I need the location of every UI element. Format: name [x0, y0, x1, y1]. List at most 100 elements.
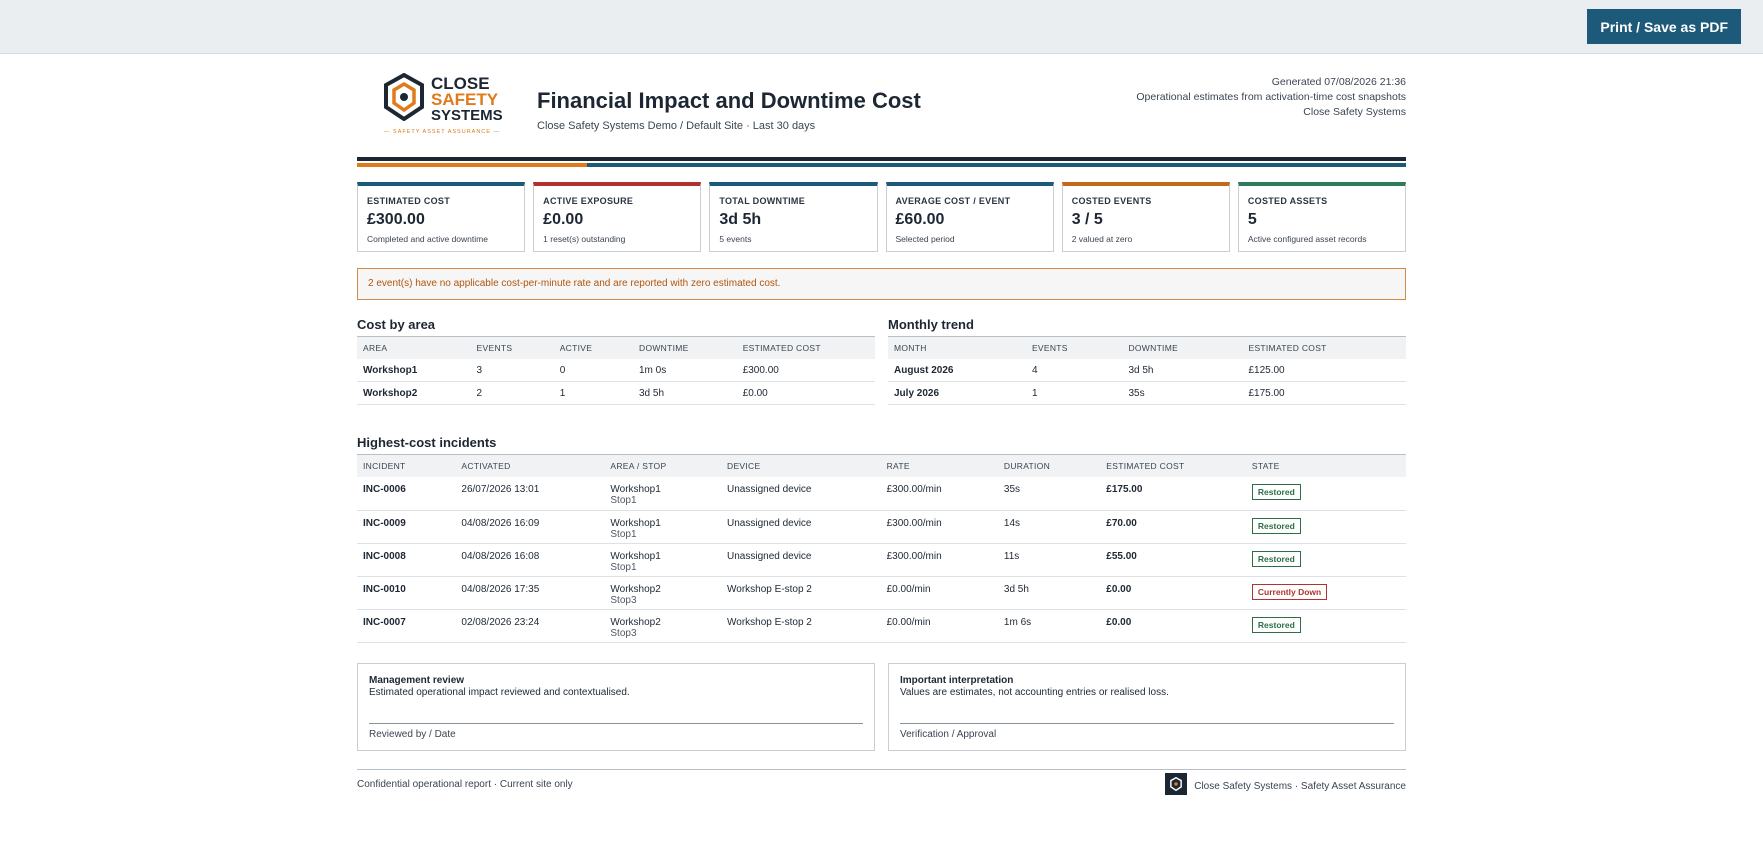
- report-meta: Generated 07/08/2026 21:36 Operational e…: [1136, 75, 1406, 120]
- table-cell: £0.00: [736, 381, 875, 405]
- incident-row: INC-0006 26/07/2026 13:01 Workshop1 Stop1 Un…: [357, 477, 1406, 511]
- page-title: Financial Impact and Downtime Cost: [537, 88, 921, 113]
- incident-duration: 1m 6s: [997, 609, 1101, 643]
- monthly-trend-section: Monthly trend MONTH EVENTS DOWNTIME ESTIMAT…: [888, 317, 1406, 405]
- incident-state: Currently Down: [1245, 576, 1406, 610]
- kpi-card: ESTIMATED COST £300.00 Completed and activ…: [357, 182, 526, 252]
- kpi-card: TOTAL DOWNTIME 3d 5h 5 events: [709, 182, 878, 252]
- incident-state: Restored: [1245, 510, 1406, 544]
- incident-stop: Stop1: [610, 561, 637, 573]
- incident-device: Unassigned device: [721, 477, 881, 511]
- title-block: Financial Impact and Downtime Cost Close…: [537, 88, 921, 132]
- table-cell: 1m 0s: [633, 359, 737, 382]
- column-header: DEVICE: [721, 455, 881, 477]
- column-header: DOWNTIME: [1122, 337, 1243, 359]
- incident-device: Workshop E-stop 2: [721, 576, 881, 610]
- page-subtitle: Close Safety Systems Demo / Default Site…: [537, 120, 816, 132]
- column-header: ACTIVE: [553, 337, 633, 359]
- signoff-boxes: Management review Estimated operational …: [357, 662, 1406, 751]
- kpi-note: Completed and active downtime: [367, 234, 488, 244]
- kpi-note: 5 events: [719, 234, 752, 244]
- column-header: DOWNTIME: [633, 337, 737, 359]
- kpi-card: COSTED ASSETS 5 Active configured asset re…: [1237, 182, 1407, 252]
- incident-row: INC-0007 02/08/2026 23:24 Workshop2 Stop3 Wo…: [357, 609, 1406, 643]
- signature-line: [369, 722, 863, 724]
- column-header: EVENTS: [470, 337, 554, 359]
- print-save-pdf-button[interactable]: Print / Save as PDF: [1587, 9, 1741, 44]
- kpi-value: 5: [1247, 211, 1257, 228]
- kpi-label: TOTAL DOWNTIME: [719, 196, 806, 206]
- review-signature-label: Reviewed by / Date: [369, 728, 456, 740]
- column-header: AREA / STOP: [604, 455, 721, 477]
- kpi-note: Active configured asset records: [1247, 234, 1367, 244]
- footer-brand-text: Close Safety Systems · Safety Asset Assu…: [1194, 781, 1406, 792]
- incident-area-stop: Workshop2 Stop3: [604, 576, 721, 610]
- incident-state: Restored: [1245, 609, 1406, 643]
- table-cell: Workshop2: [357, 381, 471, 405]
- report-header: CLOSE SAFETY SYSTEMS — SAFETY ASSET ASSU…: [357, 53, 1406, 153]
- table-row: July 2026 1 35s £175.00: [888, 381, 1406, 405]
- incident-activated: 02/08/2026 23:24: [455, 609, 605, 643]
- kpi-value: £60.00: [895, 211, 945, 228]
- top-toolbar: Print / Save as PDF: [0, 0, 1763, 54]
- table-cell: 3: [470, 359, 554, 382]
- incident-area: Workshop1: [610, 517, 661, 529]
- status-badge: Restored: [1251, 517, 1301, 534]
- incidents-section: Highest-cost incidents INCIDENT ACTIVATED…: [357, 435, 1406, 643]
- incident-id: INC-0010: [357, 576, 456, 610]
- approval-signature-label: Verification / Approval: [900, 728, 997, 740]
- incident-device: Unassigned device: [721, 543, 881, 577]
- kpi-label: COSTED ASSETS: [1247, 196, 1328, 206]
- kpi-card: COSTED EVENTS 3 / 5 2 valued at zero: [1061, 182, 1230, 252]
- incident-area-stop: Workshop1 Stop1: [604, 477, 721, 511]
- incident-area: Workshop1: [610, 484, 661, 495]
- kpi-label: ESTIMATED COST: [367, 196, 451, 206]
- report-page: CLOSE SAFETY SYSTEMS — SAFETY ASSET ASSU…: [357, 53, 1407, 806]
- table-cell: 3d 5h: [633, 381, 737, 405]
- incident-state: Restored: [1245, 543, 1406, 577]
- incident-rate: £300.00/min: [880, 510, 998, 544]
- interpretation-box: Important interpretation Values are esti…: [888, 662, 1406, 751]
- incident-stop: Stop1: [610, 495, 637, 506]
- shield-logo-icon: [384, 73, 424, 121]
- table-cell: £300.00: [736, 359, 875, 382]
- kpi-value: 3d 5h: [719, 211, 762, 228]
- signature-line: [900, 722, 1394, 724]
- incident-area: Workshop1: [610, 550, 661, 562]
- incident-duration: 14s: [997, 510, 1101, 544]
- footer-confidential: Confidential operational report · Curren…: [357, 778, 573, 790]
- table-cell: July 2026: [888, 381, 1026, 405]
- kpi-value: £300.00: [367, 211, 425, 228]
- incident-activated: 04/08/2026 16:09: [455, 510, 605, 544]
- table-row: Workshop1 3 0 1m 0s £300.00: [357, 359, 875, 382]
- kpi-value: £0.00: [543, 211, 584, 228]
- column-header: ACTIVATED: [455, 455, 605, 477]
- incident-duration: 35s: [997, 477, 1101, 511]
- cost-by-area-section: Cost by area AREA EVENTS ACTIVE DOWNTIME EST…: [357, 317, 875, 405]
- kpi-card: ACTIVE EXPOSURE £0.00 1 reset(s) outstandi…: [533, 182, 702, 252]
- incident-stop: Stop3: [610, 627, 637, 639]
- status-badge: Restored: [1251, 484, 1301, 500]
- cost-by-area-title: Cost by area: [357, 317, 875, 337]
- incident-device: Workshop E-stop 2: [721, 609, 881, 643]
- incident-duration: 3d 5h: [997, 576, 1101, 610]
- review-title: Management review: [369, 674, 465, 686]
- table-cell: 4: [1025, 359, 1123, 382]
- incident-stop: Stop1: [610, 528, 637, 540]
- kpi-card: AVERAGE COST / EVENT £60.00 Selected perio…: [885, 182, 1054, 252]
- incident-activated: 04/08/2026 17:35: [455, 576, 605, 610]
- column-header: RATE: [880, 455, 998, 477]
- table-cell: 1: [553, 381, 633, 405]
- table-cell: August 2026: [888, 359, 1026, 382]
- incident-cost: £0.00: [1100, 576, 1246, 610]
- incident-area-stop: Workshop1 Stop1: [604, 543, 721, 577]
- column-header: INCIDENT: [357, 455, 456, 477]
- footer-brand: Close Safety Systems · Safety Asset Assu…: [1165, 772, 1406, 795]
- kpi-note: Selected period: [895, 234, 955, 244]
- table-cell: 0: [553, 359, 633, 382]
- kpi-note: 2 valued at zero: [1071, 234, 1133, 244]
- incident-stop: Stop3: [610, 594, 637, 606]
- kpi-value: 3 / 5: [1071, 211, 1103, 228]
- incidents-table: INCIDENT ACTIVATED AREA / STOP DEVICE RATE DU…: [357, 455, 1406, 643]
- incident-duration: 11s: [997, 543, 1101, 577]
